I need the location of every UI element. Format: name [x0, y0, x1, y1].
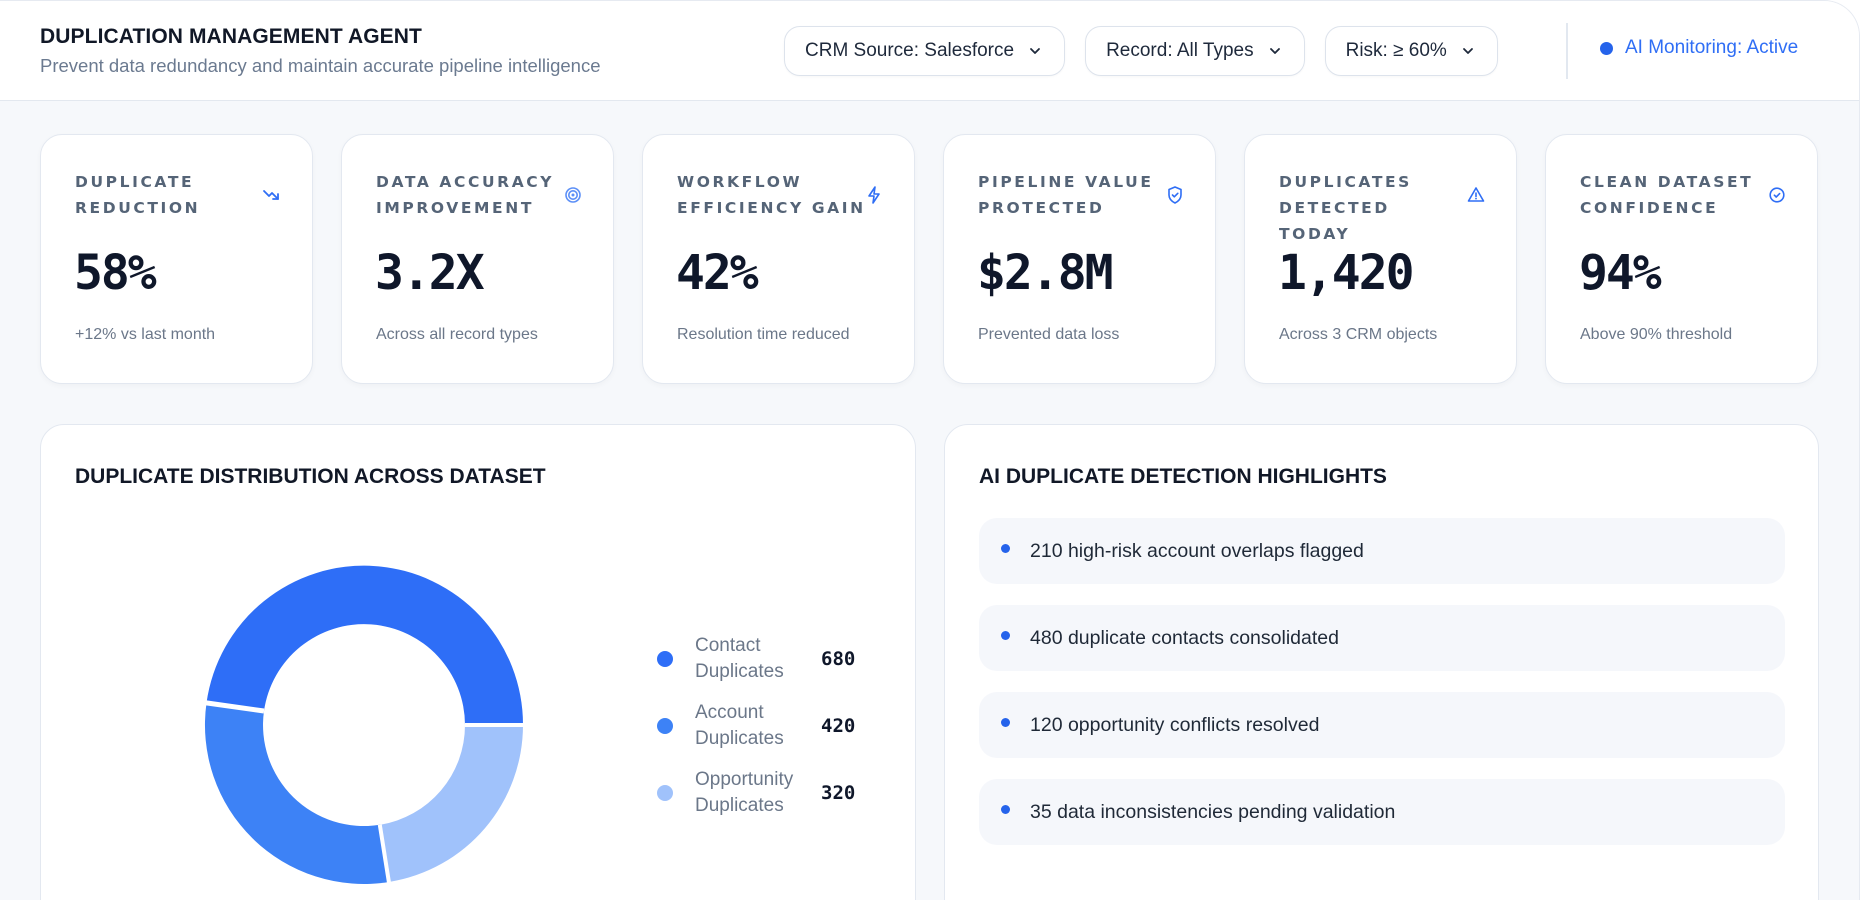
kpi-subtext: Above 90% threshold — [1580, 326, 1733, 343]
kpi-label: DUPLICATES DETECTED TODAY — [1279, 173, 1412, 243]
risk-threshold-dropdown[interactable]: Risk: ≥ 60% — [1324, 26, 1498, 76]
legend-item-opportunity: Opportunity Duplicates 320 — [649, 759, 879, 826]
risk-threshold-label: Risk: ≥ 60% — [1345, 40, 1447, 61]
page-subtitle: Prevent data redundancy and maintain acc… — [40, 55, 601, 76]
legend-item-account: Account Duplicates 420 — [649, 692, 879, 759]
highlights-title: AI DUPLICATE DETECTION HIGHLIGHTS — [979, 465, 1387, 488]
highlight-text: 480 duplicate contacts consolidated — [1030, 626, 1339, 649]
highlight-item[interactable]: 210 high-risk account overlaps flagged — [979, 518, 1785, 584]
warning-triangle-icon — [1467, 187, 1485, 202]
kpi-card-duplicates-today: DUPLICATES DETECTED TODAY 1,420 Across 3… — [1244, 134, 1517, 384]
kpi-subtext: Across 3 CRM objects — [1279, 326, 1438, 343]
check-circle-icon — [1769, 187, 1785, 203]
kpi-subtext: Prevented data loss — [978, 326, 1120, 343]
highlight-item[interactable]: 120 opportunity conflicts resolved — [979, 692, 1785, 758]
status-label: AI Monitoring: Active — [1625, 37, 1799, 58]
kpi-value: $2.8M — [977, 245, 1113, 301]
legend-dot-icon — [657, 784, 673, 801]
crm-source-dropdown[interactable]: CRM Source: Salesforce — [784, 26, 1066, 76]
bullet-icon — [1001, 804, 1010, 814]
ai-monitoring-status: AI Monitoring: Active — [1600, 37, 1798, 59]
legend-value: 680 — [821, 647, 856, 670]
kpi-subtext: +12% vs last month — [75, 326, 216, 343]
highlights-panel: AI DUPLICATE DETECTION HIGHLIGHTS 210 hi… — [944, 424, 1819, 900]
kpi-value: 94% — [1579, 245, 1662, 301]
highlight-item[interactable]: 35 data inconsistencies pending validati… — [979, 779, 1785, 845]
chevron-down-icon — [1269, 48, 1280, 54]
kpi-label: DATA ACCURACY IMPROVEMENT — [376, 173, 555, 217]
record-type-dropdown[interactable]: Record: All Types — [1085, 26, 1305, 76]
donut-segment-account[interactable] — [204, 702, 389, 884]
legend-label: Opportunity Duplicates — [695, 768, 794, 816]
distribution-panel: DUPLICATE DISTRIBUTION ACROSS DATASET Co… — [40, 424, 916, 900]
kpi-card-duplicate-reduction: DUPLICATE REDUCTION 58% +12% vs last mon… — [40, 134, 313, 384]
legend-value: 420 — [821, 714, 856, 737]
highlight-text: 210 high-risk account overlaps flagged — [1030, 539, 1364, 562]
chevron-down-icon — [1030, 48, 1040, 54]
kpi-card-pipeline-value: PIPELINE VALUE PROTECTED $2.8M Prevented… — [943, 134, 1216, 384]
target-icon — [565, 187, 581, 203]
duplicate-donut-chart — [204, 565, 525, 885]
legend-item-contact: Contact Duplicates 680 — [649, 625, 879, 692]
legend-label: Contact Duplicates — [695, 634, 784, 682]
legend-dot-icon — [657, 717, 673, 734]
kpi-card-workflow-efficiency: WORKFLOW EFFICIENCY GAIN 42% Resolution … — [642, 134, 915, 384]
header-divider — [1566, 23, 1568, 79]
legend-value: 320 — [821, 781, 856, 804]
kpi-label: PIPELINE VALUE PROTECTED — [978, 173, 1154, 217]
highlights-list: 210 high-risk account overlaps flagged 4… — [979, 518, 1785, 866]
kpi-card-data-accuracy: DATA ACCURACY IMPROVEMENT 3.2X Across al… — [341, 134, 614, 384]
kpi-value: 58% — [74, 245, 157, 301]
legend-label: Account Duplicates — [695, 701, 784, 749]
kpi-subtext: Resolution time reduced — [677, 326, 850, 343]
donut-segment-contact[interactable] — [206, 565, 524, 725]
kpi-label: WORKFLOW EFFICIENCY GAIN — [677, 173, 866, 217]
kpi-row: DUPLICATE REDUCTION 58% +12% vs last mon… — [40, 134, 1818, 384]
trending-down-icon — [263, 190, 279, 200]
kpi-label: CLEAN DATASET CONFIDENCE — [1580, 173, 1754, 217]
crm-source-label: CRM Source: Salesforce — [805, 40, 1015, 61]
distribution-legend: Contact Duplicates 680 Account Duplicate… — [649, 625, 879, 826]
distribution-title: DUPLICATE DISTRIBUTION ACROSS DATASET — [75, 465, 546, 488]
bullet-icon — [1001, 543, 1010, 553]
page-header: DUPLICATION MANAGEMENT AGENT Prevent dat… — [0, 1, 1859, 101]
status-dot-icon — [1600, 41, 1613, 55]
bullet-icon — [1001, 630, 1010, 640]
record-type-label: Record: All Types — [1106, 40, 1254, 61]
highlight-text: 35 data inconsistencies pending validati… — [1030, 800, 1396, 823]
page-title: DUPLICATION MANAGEMENT AGENT — [40, 25, 422, 48]
kpi-subtext: Across all record types — [376, 326, 538, 343]
kpi-card-clean-confidence: CLEAN DATASET CONFIDENCE 94% Above 90% t… — [1545, 134, 1818, 384]
filter-bar: CRM Source: Salesforce Record: All Types… — [784, 26, 1498, 76]
kpi-label: DUPLICATE REDUCTION — [75, 173, 201, 217]
shield-check-icon — [1168, 186, 1182, 204]
bullet-icon — [1001, 717, 1010, 727]
highlight-item[interactable]: 480 duplicate contacts consolidated — [979, 605, 1785, 671]
donut-segment-opportunity[interactable] — [379, 725, 523, 882]
kpi-value: 3.2X — [375, 245, 485, 301]
kpi-value: 42% — [676, 245, 759, 301]
lightning-icon — [868, 186, 880, 204]
kpi-value: 1,420 — [1278, 245, 1414, 301]
legend-dot-icon — [657, 650, 673, 667]
chevron-down-icon — [1462, 48, 1473, 54]
highlight-text: 120 opportunity conflicts resolved — [1030, 713, 1320, 736]
